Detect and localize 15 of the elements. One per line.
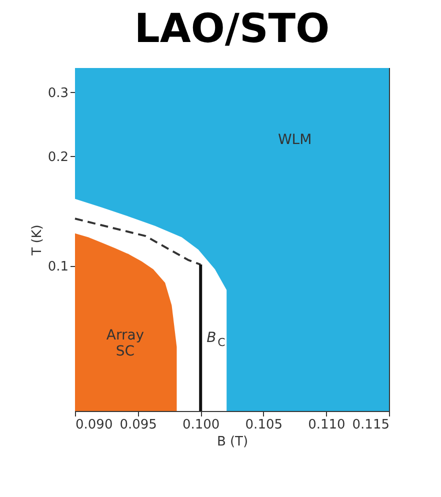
x-tick-label: 0.100 bbox=[182, 418, 220, 432]
y-tick-label: 0.3 bbox=[48, 86, 68, 101]
line-series bbox=[74, 218, 202, 266]
x-tick-label: 0.115 bbox=[352, 418, 390, 432]
series-label: Array SC bbox=[106, 328, 144, 360]
band-label: WLM bbox=[278, 132, 312, 148]
y-axis-title: T (K) bbox=[30, 224, 45, 256]
x-tick-label: 0.105 bbox=[245, 418, 283, 432]
x-tick-label: 0.110 bbox=[308, 418, 346, 432]
x-axis-title: B (T) bbox=[216, 434, 248, 450]
y-tick-label: 0.1 bbox=[48, 260, 68, 275]
y-tick-label: 0.2 bbox=[48, 150, 68, 165]
x-tick-label: 0.090 bbox=[76, 418, 113, 432]
chart-title: LAO/STO bbox=[134, 6, 330, 52]
x-tick-label: 0.095 bbox=[120, 418, 157, 432]
